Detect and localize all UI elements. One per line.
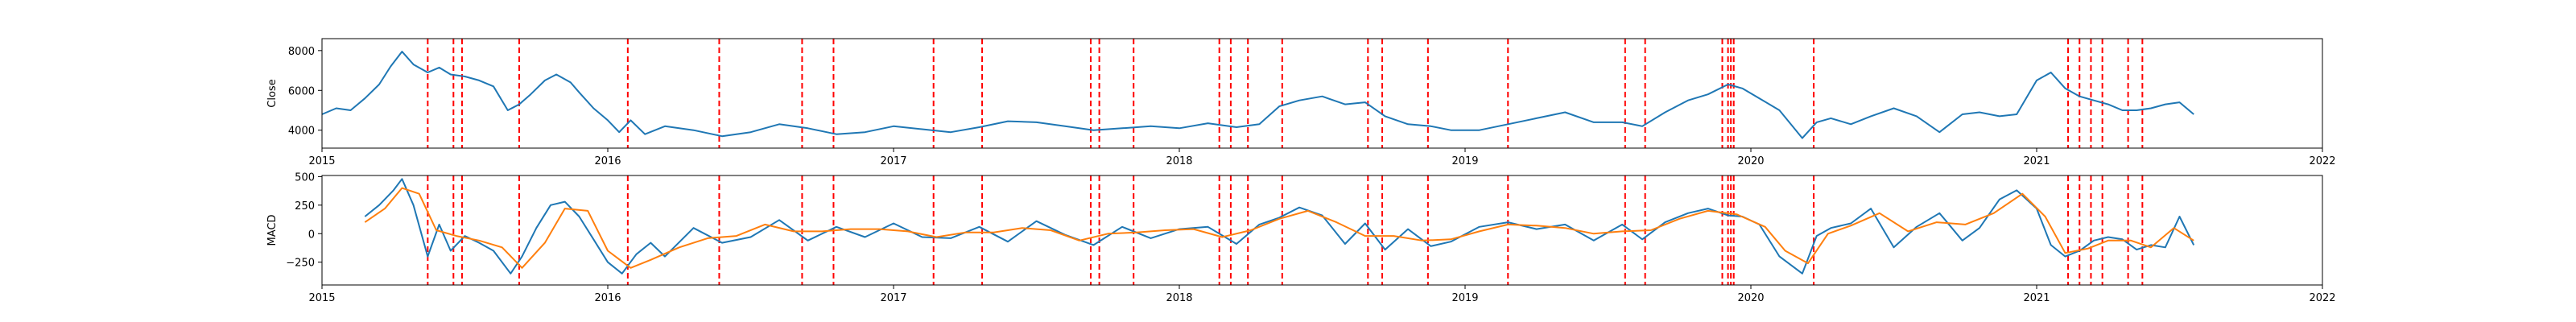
x-tick-label: 2017	[880, 155, 906, 167]
x-tick-label: 2016	[594, 155, 621, 167]
x-tick-label: 2019	[1451, 155, 1478, 167]
x-tick-label: 2021	[2023, 155, 2050, 167]
macd-y-axis-label: MACD	[266, 215, 279, 246]
x-tick-label: 2020	[1737, 292, 1764, 304]
macd-x-ticks: 2015 2016 2017 2018 2019 2020 2021 2022	[308, 285, 2336, 304]
close-price-panel: 2015 2016 2017 2018 2019 2020 2021 2022 4000 600…	[266, 38, 2336, 167]
x-tick-label: 2018	[1166, 155, 1192, 167]
x-tick-label: 2021	[2023, 292, 2050, 304]
x-tick-label: 2022	[2309, 155, 2335, 167]
close-series	[321, 51, 2194, 139]
macd-panel: 2015 2016 2017 2018 2019 2020 2021 2022 −250 0 25…	[266, 171, 2336, 304]
x-tick-label: 2018	[1166, 292, 1192, 304]
y-tick-label: 6000	[288, 85, 315, 97]
y-tick-label: −250	[286, 258, 315, 270]
macd-series	[364, 178, 2195, 275]
y-tick-label: 4000	[288, 126, 315, 138]
x-tick-label: 2015	[308, 155, 335, 167]
x-tick-label: 2017	[880, 292, 906, 304]
close-x-ticks: 2015 2016 2017 2018 2019 2020 2021 2022	[308, 148, 2336, 167]
y-tick-label: 500	[295, 171, 315, 184]
close-y-axis-label: Close	[266, 79, 279, 107]
x-tick-label: 2020	[1737, 155, 1764, 167]
signal-line	[364, 187, 2194, 269]
macd-line	[364, 178, 2195, 275]
x-tick-label: 2022	[2309, 292, 2335, 304]
y-tick-label: 8000	[288, 46, 315, 58]
macd-y-ticks: −250 0 250 500	[286, 171, 322, 270]
close-line	[321, 51, 2194, 139]
x-tick-label: 2015	[308, 292, 335, 304]
x-tick-label: 2019	[1451, 292, 1478, 304]
y-tick-label: 0	[308, 229, 315, 241]
y-tick-label: 250	[295, 200, 315, 213]
close-axes-frame	[321, 38, 2323, 149]
close-y-ticks: 4000 6000 8000	[288, 46, 322, 138]
macd-event-lines	[427, 175, 2144, 285]
x-tick-label: 2016	[594, 292, 621, 304]
close-event-lines	[427, 39, 2144, 148]
macd-axes-frame	[321, 175, 2323, 286]
